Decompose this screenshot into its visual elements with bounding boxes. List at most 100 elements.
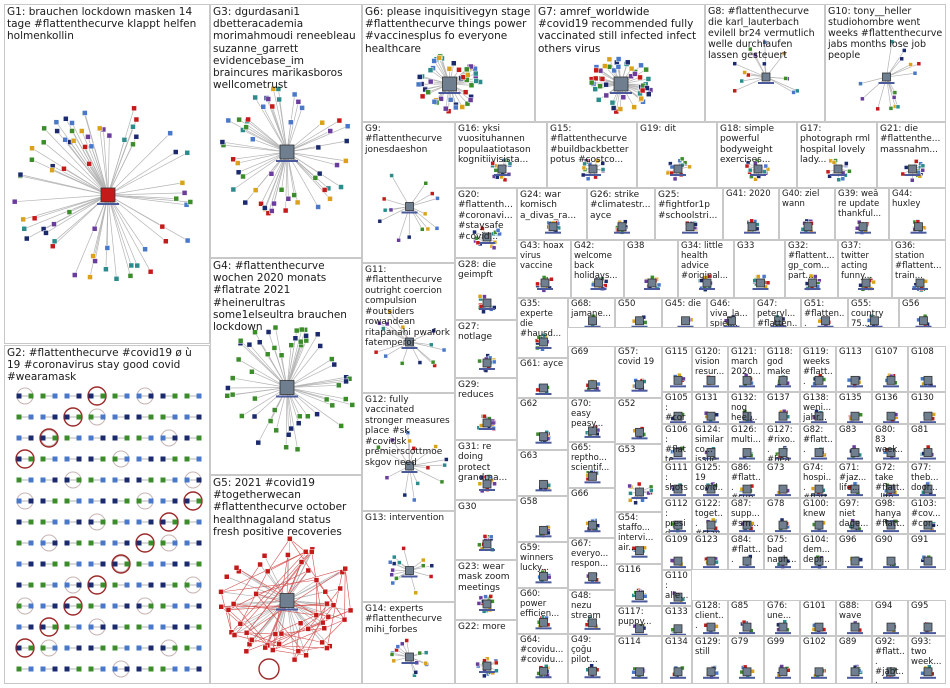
- graph-edge: [255, 593, 307, 656]
- graph-node: [468, 63, 474, 70]
- cluster-graph-g115: [670, 372, 686, 388]
- cluster-graph-g132: [739, 409, 755, 423]
- graph-node: [425, 89, 431, 95]
- cluster-panel-g41: G41: 2020: [723, 188, 779, 240]
- graph-node: [600, 161, 605, 166]
- graph-node: [184, 519, 190, 525]
- graph-node: [782, 51, 787, 56]
- graph-node: [453, 104, 459, 111]
- graph-node: [28, 393, 34, 399]
- cluster-panel-g21: G21: die #flattenthe... massnahm...: [877, 122, 946, 188]
- graph-node: [413, 670, 419, 675]
- cluster-graph-g71: [847, 481, 863, 497]
- graph-node: [96, 125, 103, 132]
- graph-node: [261, 553, 268, 559]
- node-label-mark: [811, 676, 827, 679]
- graph-node: [430, 359, 436, 365]
- graph-node: [394, 576, 399, 581]
- graph-node: [88, 561, 94, 567]
- graph-node: [64, 561, 70, 567]
- graph-node: [160, 393, 166, 399]
- cluster-graph-g55: [866, 313, 883, 327]
- graph-hub-node: [539, 666, 548, 676]
- self-loop: [63, 596, 83, 616]
- cluster-graph-g5: [218, 536, 354, 680]
- node-label-mark: [585, 174, 601, 176]
- graph-node: [16, 624, 22, 630]
- graph-node: [100, 582, 106, 588]
- graph-hub-node: [706, 556, 716, 566]
- graph-node: [184, 477, 190, 483]
- cluster-graph-g112: [670, 520, 686, 533]
- graph-node: [172, 498, 178, 504]
- graph-hub-node: [742, 556, 752, 566]
- graph-node: [142, 246, 148, 252]
- graph-node: [100, 624, 106, 630]
- graph-hub-node: [540, 278, 550, 288]
- node-label-mark: [276, 608, 298, 611]
- graph-node: [384, 475, 390, 480]
- graph-node: [167, 130, 173, 136]
- graph-node: [233, 565, 240, 571]
- node-label-mark: [535, 441, 552, 444]
- cluster-graph-g59: [535, 568, 552, 584]
- graph-node: [482, 414, 487, 419]
- cluster-panel-g103: G103: #cov... #cor...: [908, 498, 946, 534]
- graph-edge: [45, 194, 109, 234]
- graph-node: [148, 498, 154, 504]
- graph-node: [40, 582, 46, 588]
- graph-node: [40, 519, 46, 525]
- node-label-mark: [401, 662, 418, 664]
- graph-edge: [107, 194, 138, 266]
- graph-node: [417, 360, 423, 365]
- cluster-panel-g33: G33: [734, 240, 785, 298]
- graph-hub-node: [727, 316, 736, 326]
- graph-node: [395, 644, 401, 649]
- node-label-mark: [811, 632, 827, 635]
- graph-node: [846, 377, 852, 383]
- node-label-mark: [670, 385, 686, 388]
- graph-node: [285, 552, 291, 558]
- cluster-panel-g99: G99: [764, 636, 800, 684]
- graph-node: [229, 391, 236, 398]
- graph-hub-node: [681, 316, 690, 326]
- cluster-graph-g34: [698, 273, 715, 293]
- graph-node: [196, 435, 202, 441]
- graph-node: [196, 393, 202, 399]
- graph-node: [468, 82, 475, 88]
- graph-node: [256, 339, 263, 345]
- graph-edge: [240, 340, 288, 388]
- graph-node: [444, 457, 449, 462]
- graph-node: [249, 369, 255, 375]
- graph-edge: [249, 614, 317, 645]
- node-label-mark: [775, 421, 791, 423]
- cluster-panel-g56: G56: [899, 298, 946, 328]
- graph-node: [431, 58, 437, 64]
- graph-node: [473, 78, 479, 84]
- node-label-mark: [535, 347, 552, 349]
- cluster-graph-g9: [377, 173, 440, 243]
- graph-node: [76, 561, 82, 567]
- graph-node: [272, 324, 279, 331]
- node-label-mark: [584, 435, 601, 438]
- graph-node: [172, 582, 178, 588]
- graph-node: [184, 561, 190, 567]
- graph-node: [28, 498, 34, 504]
- cluster-panel-g80: G80: 83 week...: [872, 424, 908, 462]
- graph-node: [292, 335, 299, 341]
- node-label-mark: [479, 671, 495, 673]
- graph-hub-node: [405, 652, 414, 662]
- self-loop: [15, 638, 35, 658]
- graph-node: [493, 660, 499, 666]
- cluster-graph-g81: [920, 444, 936, 460]
- graph-hub-node: [673, 164, 683, 174]
- cluster-panel-g46: G46: viva_la... spiel...: [707, 298, 754, 328]
- graph-hub-node: [548, 222, 558, 232]
- cluster-graph-g102: [811, 667, 827, 679]
- graph-node: [669, 558, 675, 563]
- graph-edge: [222, 141, 288, 153]
- cluster-panel-g81: G81: [908, 424, 946, 462]
- graph-node: [52, 498, 58, 504]
- graph-edge: [375, 341, 410, 353]
- graph-node: [16, 603, 22, 609]
